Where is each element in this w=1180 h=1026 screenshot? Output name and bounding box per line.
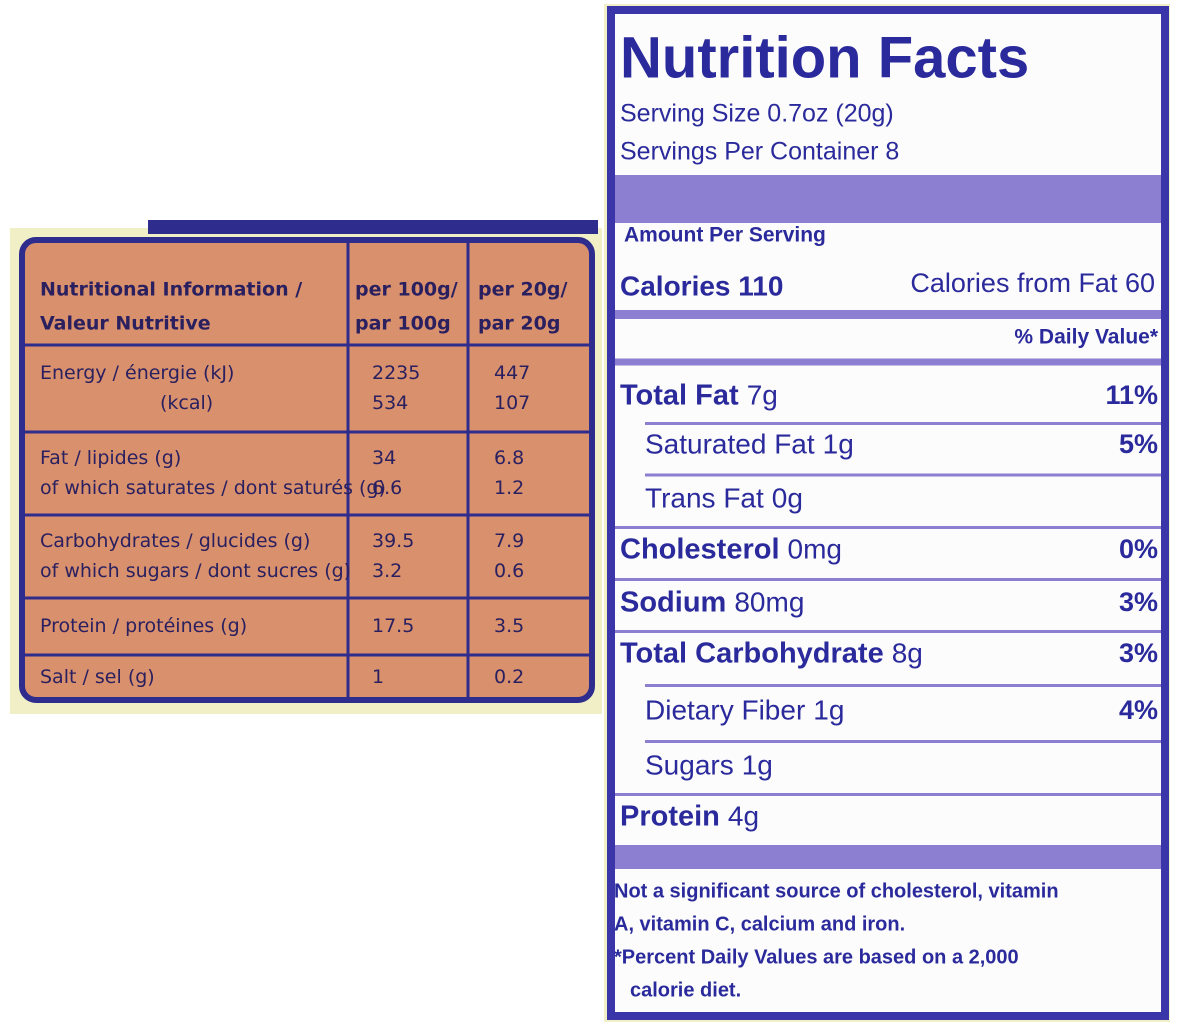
value-per-20g: 1.2	[494, 477, 524, 499]
nutrient-name: Total Fat	[620, 380, 739, 412]
daily-value-header: % Daily Value*	[1014, 326, 1158, 349]
header-cell: per 20g/	[478, 279, 568, 301]
amount-per-serving: Amount Per Serving	[624, 224, 826, 247]
nutrient-name: Sodium	[620, 587, 726, 619]
row-label: Fat / lipides (g)	[40, 447, 181, 469]
calories: Calories 110	[620, 270, 783, 301]
footnote: Not a significant source of cholesterol,…	[614, 880, 1059, 902]
nutrient-amount: 7g	[747, 379, 778, 410]
value-per-100g: 6.6	[372, 477, 402, 499]
value-per-100g: 39.5	[372, 530, 414, 552]
thick-rule	[615, 845, 1161, 869]
header-cell: per 100g/	[355, 279, 458, 301]
value-per-20g: 6.8	[494, 447, 524, 469]
value-per-100g: 1	[372, 666, 384, 688]
value-per-100g: 34	[372, 447, 396, 469]
row-label: Carbohydrates / glucides (g)	[40, 530, 310, 552]
nutrient-amount: 0mg	[788, 533, 842, 564]
nutrient-amount: 0g	[772, 482, 803, 513]
value-per-20g: 3.5	[494, 615, 524, 637]
daily-value: 5%	[1119, 429, 1158, 459]
eu-table	[19, 237, 595, 703]
value-per-20g: 7.9	[494, 530, 524, 552]
row-label: of which saturates / dont saturés (g)	[40, 477, 386, 499]
serving-size: Serving Size 0.7oz (20g)	[620, 100, 894, 128]
nutrient-name: Saturated Fat	[645, 428, 815, 459]
value-per-100g: 534	[372, 392, 408, 414]
value-per-100g: 17.5	[372, 615, 414, 637]
footnote: A, vitamin C, calcium and iron.	[614, 913, 905, 935]
daily-value: 3%	[1119, 587, 1158, 617]
header-cell: par 20g	[478, 313, 560, 335]
title: Nutrition Facts	[620, 25, 1029, 90]
calories-from-fat: Calories from Fat 60	[910, 268, 1155, 298]
nutrient-name: Dietary Fiber	[645, 694, 805, 725]
nutrient-name: Total Carbohydrate	[620, 638, 884, 670]
row-label: Energy / énergie (kJ)	[40, 362, 234, 384]
header-cell: par 100g	[355, 313, 451, 335]
medium-rule	[615, 310, 1161, 319]
value-per-100g: 2235	[372, 362, 420, 384]
nutrient-name: Protein	[620, 801, 720, 833]
nutrient-name: Sugars	[645, 749, 734, 780]
value-per-100g: 3.2	[372, 560, 402, 582]
value-per-20g: 0.2	[494, 666, 524, 688]
nutrient-amount: 8g	[892, 637, 923, 668]
nutrient-amount: 4g	[728, 800, 759, 831]
footnote: calorie diet.	[630, 979, 741, 1001]
thick-rule	[615, 175, 1161, 223]
eu-top-band	[148, 220, 598, 234]
daily-value: 0%	[1119, 534, 1158, 564]
header-cell: Valeur Nutritive	[40, 313, 211, 335]
servings-per-container: Servings Per Container 8	[620, 138, 899, 166]
value-per-20g: 447	[494, 362, 530, 384]
footnote: *Percent Daily Values are based on a 2,0…	[614, 946, 1019, 968]
value-per-20g: 107	[494, 392, 530, 414]
daily-value: 4%	[1119, 695, 1158, 725]
nutrient-name: Trans Fat	[645, 482, 764, 513]
row-label: of which sugars / dont sucres (g)	[40, 560, 351, 582]
nutrient-amount: 1g	[823, 428, 854, 459]
row-label: Salt / sel (g)	[40, 666, 155, 688]
row-label: Protein / protéines (g)	[40, 615, 247, 637]
value-per-20g: 0.6	[494, 560, 524, 582]
header-cell: Nutritional Information /	[40, 279, 302, 301]
row-label: (kcal)	[160, 392, 213, 414]
nutrient-amount: 1g	[813, 694, 844, 725]
nutrient-amount: 1g	[742, 749, 773, 780]
nutrient-name: Cholesterol	[620, 534, 780, 566]
nutrient-amount: 80mg	[734, 586, 804, 617]
daily-value: 11%	[1105, 380, 1158, 410]
daily-value: 3%	[1119, 638, 1158, 668]
